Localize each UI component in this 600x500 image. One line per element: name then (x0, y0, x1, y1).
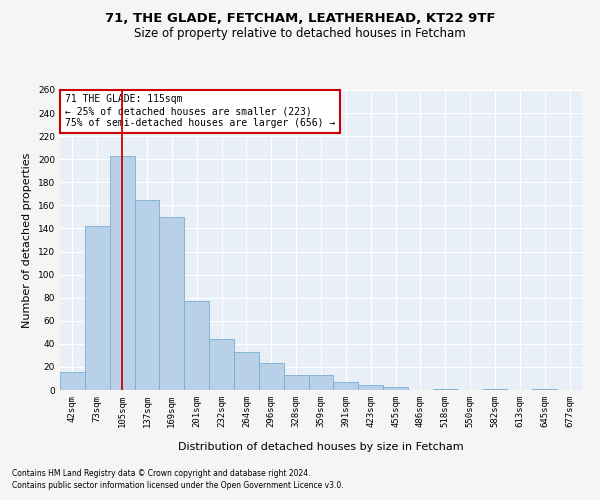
Bar (358, 386, 383, 390)
Y-axis label: Number of detached properties: Number of detached properties (22, 152, 32, 328)
Text: 71 THE GLADE: 115sqm
← 25% of detached houses are smaller (223)
75% of semi-deta: 71 THE GLADE: 115sqm ← 25% of detached h… (65, 94, 335, 128)
Bar (259, 364, 284, 390)
Bar (85, 226, 110, 390)
Bar (134, 200, 160, 390)
Bar (209, 339, 234, 390)
Bar (110, 156, 134, 390)
Bar (334, 382, 358, 390)
Bar (184, 301, 209, 390)
Bar (308, 375, 334, 390)
Bar (383, 386, 408, 390)
Text: Contains HM Land Registry data © Crown copyright and database right 2024.: Contains HM Land Registry data © Crown c… (12, 468, 311, 477)
Bar (433, 389, 458, 390)
Text: Distribution of detached houses by size in Fetcham: Distribution of detached houses by size … (178, 442, 464, 452)
Bar (532, 389, 557, 390)
Bar (482, 389, 508, 390)
Bar (60, 372, 85, 390)
Text: 71, THE GLADE, FETCHAM, LEATHERHEAD, KT22 9TF: 71, THE GLADE, FETCHAM, LEATHERHEAD, KT2… (105, 12, 495, 26)
Bar (160, 217, 184, 390)
Text: Size of property relative to detached houses in Fetcham: Size of property relative to detached ho… (134, 28, 466, 40)
Bar (234, 352, 259, 390)
Bar (284, 375, 308, 390)
Text: Contains public sector information licensed under the Open Government Licence v3: Contains public sector information licen… (12, 481, 344, 490)
